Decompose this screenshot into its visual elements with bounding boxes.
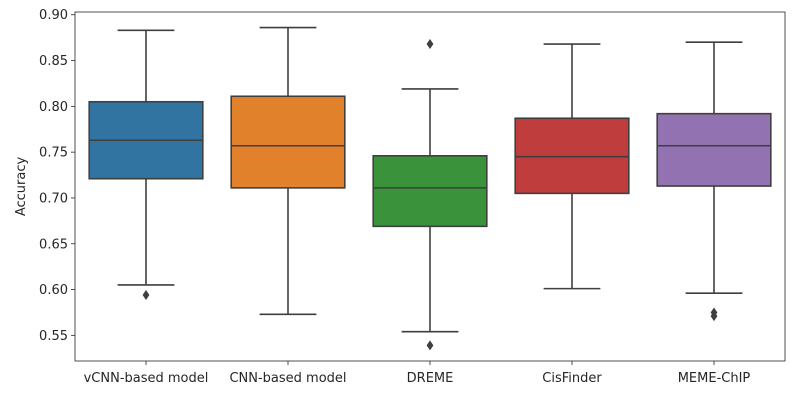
x-tick-label: vCNN-based model [84,371,209,386]
x-axis: vCNN-based model CNN-based model DREME CisF… [84,361,751,386]
box-iqr [514,117,630,195]
box-iqr [372,155,488,228]
y-tick-label: 0.70 [39,191,68,206]
y-tick-label: 0.85 [39,54,68,69]
outlier-point [710,311,718,322]
y-tick-label: 0.60 [39,283,68,298]
y-axis-label: Accuracy [14,157,29,217]
y-tick-label: 0.55 [39,329,68,344]
y-axis: 0.55 0.60 0.65 0.70 0.75 0.80 0.85 0.90 [39,8,75,344]
outlier-point [426,340,434,351]
box-cnn-based-model [230,26,346,316]
box-vcnn-based-model [88,29,204,301]
box-iqr [230,95,346,189]
boxes-group [88,26,772,351]
y-tick-label: 0.75 [39,146,68,161]
y-tick-label: 0.80 [39,100,68,115]
y-tick-label: 0.65 [39,237,68,252]
x-tick-label: CNN-based model [229,371,346,386]
box-iqr [656,112,772,187]
x-tick-label: CisFinder [542,371,602,386]
x-tick-label: DREME [407,371,454,386]
box-cisfinder [514,43,630,290]
y-tick-label: 0.90 [39,8,68,23]
outlier-point [142,290,150,301]
x-tick-label: MEME-ChIP [678,371,751,386]
outlier-point [426,39,434,50]
box-dreme [372,39,488,351]
box-meme-chip [656,41,772,322]
